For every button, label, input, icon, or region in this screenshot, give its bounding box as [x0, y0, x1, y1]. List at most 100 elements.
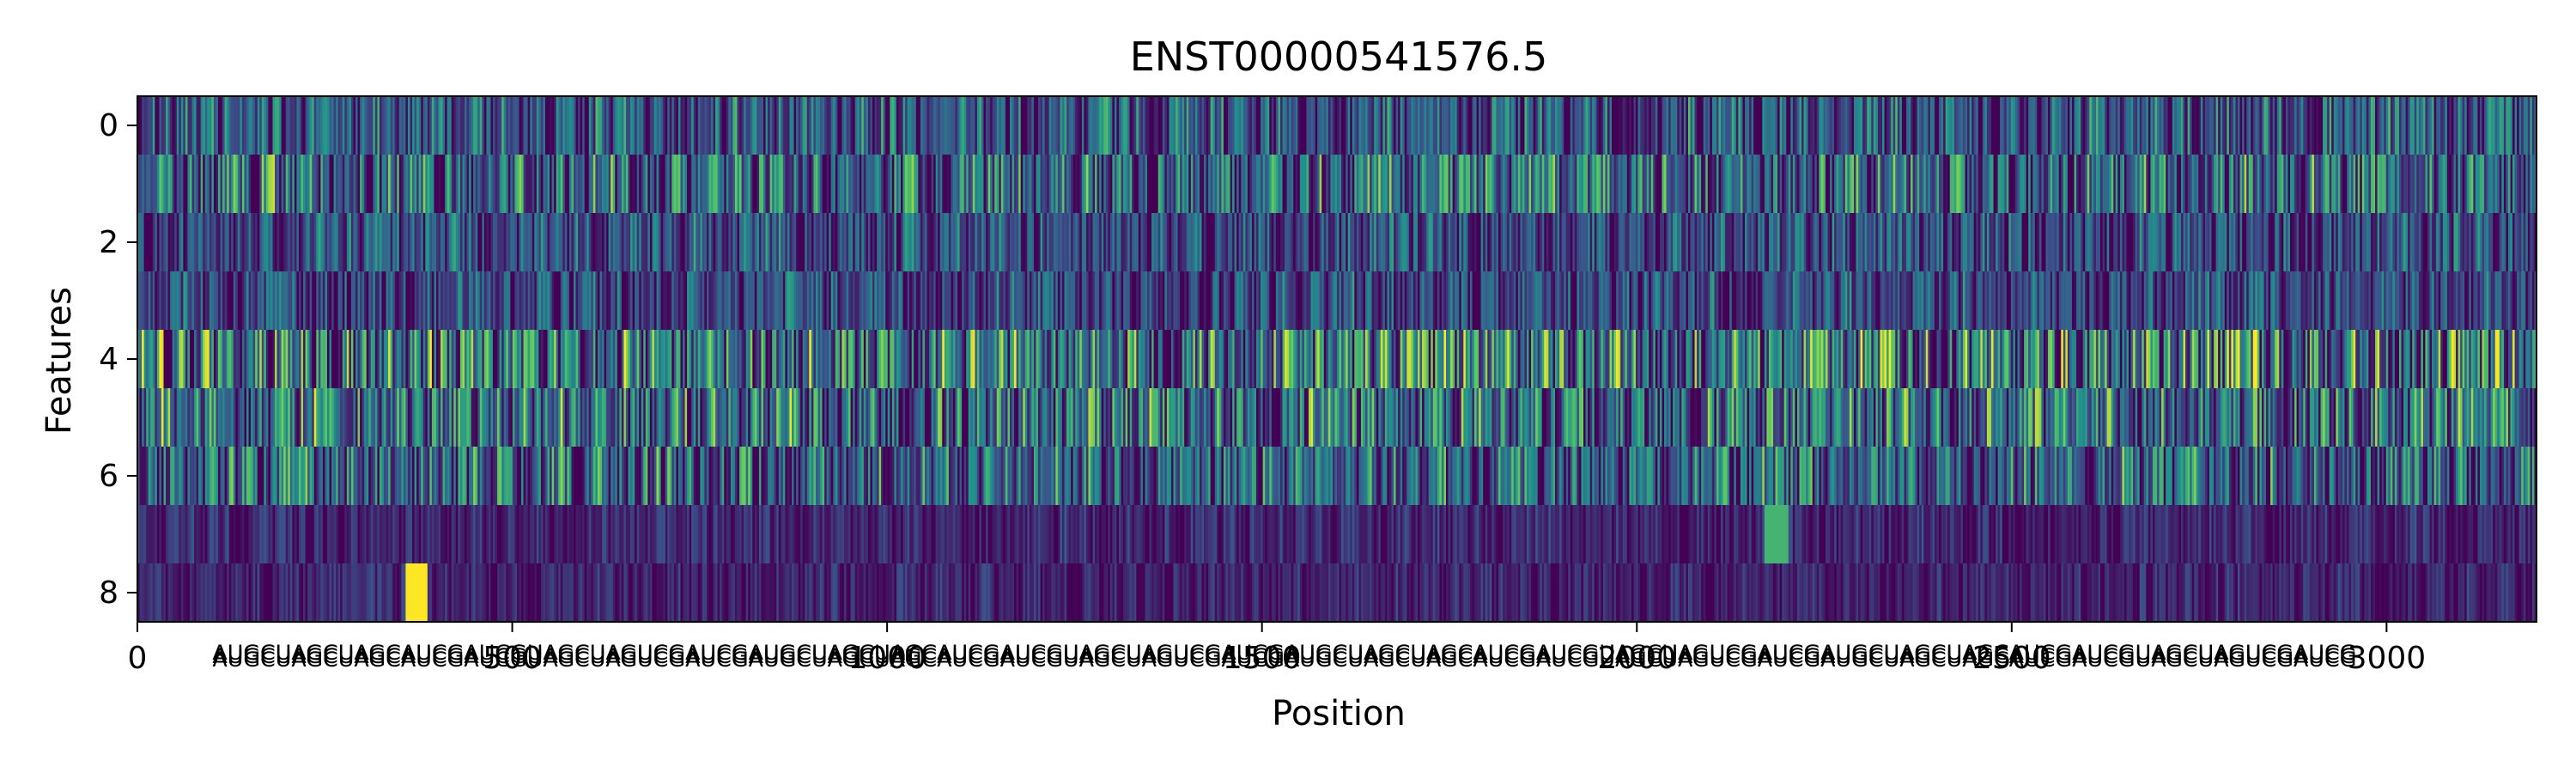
heatmap-cell — [360, 155, 363, 214]
heatmap-cell — [732, 271, 736, 331]
heatmap-cell — [1980, 213, 1984, 272]
heatmap-cell — [1952, 155, 1955, 214]
heatmap-cell — [1321, 330, 1325, 389]
heatmap-cell — [1533, 96, 1536, 155]
heatmap-cell — [429, 96, 433, 155]
heatmap-cell — [1415, 96, 1419, 155]
heatmap-cell — [721, 213, 725, 272]
heatmap-cell — [994, 271, 998, 331]
heatmap-cell — [1282, 155, 1285, 214]
heatmap-cell — [516, 155, 520, 214]
heatmap-cell — [1629, 271, 1632, 331]
heatmap-cell — [1929, 213, 1934, 272]
heatmap-cell — [872, 271, 876, 331]
heatmap-cell — [1378, 271, 1382, 331]
heatmap-cell — [2436, 155, 2439, 214]
heatmap-cell — [2218, 96, 2221, 155]
heatmap-cell — [2416, 155, 2420, 214]
heatmap-cell — [1971, 213, 1975, 272]
heatmap-cell — [693, 155, 696, 214]
heatmap-cell — [2021, 96, 2025, 155]
heatmap-cell — [1332, 155, 1336, 214]
heatmap-cell — [435, 213, 440, 272]
heatmap-cell — [820, 96, 823, 155]
heatmap-cell — [1958, 213, 1962, 272]
heatmap-cell — [2517, 155, 2520, 214]
heatmap-cell — [261, 96, 264, 155]
heatmap-cell — [1108, 330, 1111, 389]
heatmap-cell — [1849, 96, 1853, 155]
heatmap-cell — [863, 155, 866, 214]
heatmap-cell — [303, 96, 307, 155]
heatmap-cell — [403, 271, 407, 331]
heatmap-cell — [1729, 271, 1733, 331]
heatmap-cell — [1136, 213, 1139, 272]
heatmap-cell — [1799, 96, 1802, 155]
heatmap-cell — [911, 96, 914, 155]
heatmap-cell — [2497, 155, 2500, 214]
heatmap-cell — [1245, 271, 1249, 331]
heatmap-cell — [2224, 213, 2227, 272]
heatmap-cell — [1559, 96, 1563, 155]
heatmap-cell — [1437, 96, 1440, 155]
heatmap-cell — [617, 271, 620, 331]
heatmap-cell — [1880, 213, 1883, 272]
heatmap-cell — [1339, 155, 1342, 214]
heatmap-cell — [2004, 271, 2008, 331]
heatmap-cell — [1526, 271, 1530, 331]
heatmap-cell — [1384, 213, 1388, 272]
heatmap-cell — [1391, 213, 1394, 272]
heatmap-cell — [261, 213, 264, 272]
heatmap-cell — [986, 271, 989, 331]
heatmap-cell — [2494, 96, 2498, 155]
heatmap-cell — [486, 330, 489, 389]
heatmap-cell — [1387, 330, 1390, 389]
heatmap-cell — [2180, 213, 2184, 272]
heatmap-cell — [2143, 213, 2147, 272]
heatmap-cell — [307, 213, 311, 272]
heatmap-cell — [2050, 271, 2053, 331]
heatmap-cell — [558, 213, 562, 272]
heatmap-cell — [720, 213, 723, 272]
heatmap-cell — [2191, 213, 2195, 272]
heatmap-cell — [885, 96, 889, 155]
heatmap-cell — [992, 271, 995, 331]
heatmap-cell — [2414, 96, 2417, 155]
heatmap-cell — [1258, 155, 1261, 214]
heatmap-cell — [1860, 155, 1863, 214]
heatmap-cell — [357, 155, 361, 214]
heatmap-cell — [1285, 330, 1288, 389]
heatmap-cell — [1509, 155, 1512, 214]
heatmap-cell — [1640, 96, 1643, 155]
heatmap-cell — [817, 155, 821, 214]
heatmap-cell — [1705, 213, 1709, 272]
heatmap-cell — [1905, 96, 1910, 155]
heatmap-cell — [2347, 271, 2350, 331]
heatmap-cell — [575, 96, 579, 155]
heatmap-cell — [342, 96, 345, 155]
heatmap-cell — [2421, 271, 2424, 331]
heatmap-cell — [656, 155, 659, 214]
heatmap-cell — [270, 271, 274, 331]
heatmap-cell — [307, 271, 311, 331]
heatmap-cell — [155, 155, 158, 214]
heatmap-cell — [1489, 155, 1492, 214]
heatmap-cell — [512, 271, 516, 331]
heatmap-cell — [1840, 155, 1844, 214]
heatmap-cell — [2394, 96, 2398, 155]
heatmap-cell — [156, 155, 160, 214]
heatmap-cell — [1097, 96, 1100, 155]
heatmap-cell — [1356, 96, 1359, 155]
heatmap-cell — [1982, 155, 1985, 214]
heatmap-cell — [591, 155, 594, 214]
heatmap-cell — [2004, 155, 2008, 214]
heatmap-cell — [632, 155, 635, 214]
heatmap-cell — [653, 155, 658, 214]
heatmap-cell — [2276, 271, 2280, 331]
heatmap-cell — [1929, 271, 1934, 331]
heatmap-cell — [2123, 213, 2128, 272]
heatmap-cell — [370, 155, 374, 214]
heatmap-cell — [1993, 271, 1996, 331]
heatmap-cell — [673, 155, 677, 214]
heatmap-cell — [1546, 213, 1549, 272]
